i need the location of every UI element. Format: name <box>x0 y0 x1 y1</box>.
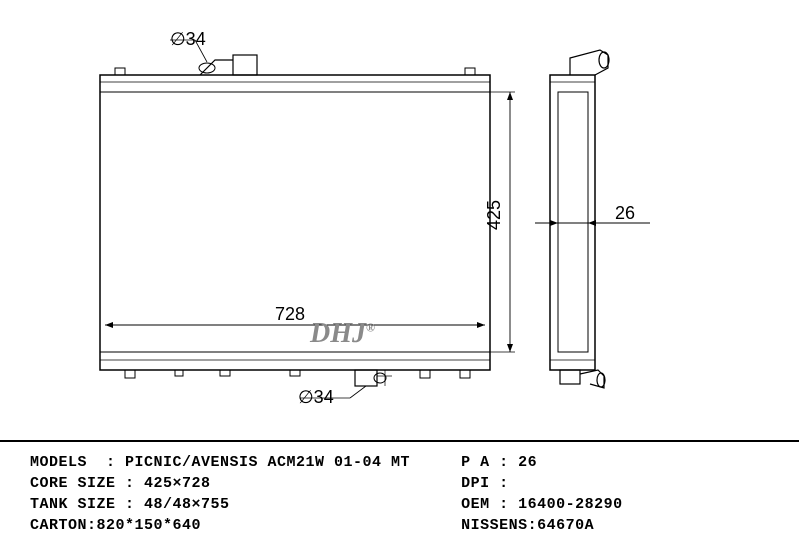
spec-tank-size: TANK SIZE : 48/48×755 <box>30 496 461 513</box>
top-dia-label: ∅34 <box>170 29 206 49</box>
top-tabs <box>115 68 475 75</box>
spec-nissens: NISSENS:64670A <box>461 517 769 534</box>
bottom-tabs <box>125 370 470 378</box>
dim-height: 425 <box>484 92 515 352</box>
watermark-reg: ® <box>366 321 375 335</box>
brand-watermark: DHJ® <box>310 318 375 350</box>
technical-drawing-area: 728 425 ∅34 ∅34 <box>0 0 799 440</box>
side-view: 26 <box>535 50 650 388</box>
spec-table: MODELS : PICNIC/AVENSIS ACM21W 01-04 MT … <box>0 440 799 546</box>
spec-col-right: P A : 26 DPI : OEM : 16400-28290 NISSENS… <box>461 454 769 534</box>
spec-models: MODELS : PICNIC/AVENSIS ACM21W 01-04 MT <box>30 454 461 471</box>
spec-col-left: MODELS : PICNIC/AVENSIS ACM21W 01-04 MT … <box>30 454 461 534</box>
dim-height-value: 425 <box>484 200 504 230</box>
spec-carton: CARTON:820*150*640 <box>30 517 461 534</box>
watermark-text: DHJ <box>310 318 366 349</box>
dim-depth: 26 <box>535 203 650 231</box>
front-view: 728 425 ∅34 ∅34 <box>100 29 515 407</box>
spec-pa: P A : 26 <box>461 454 769 471</box>
bottom-dia-label: ∅34 <box>298 387 334 407</box>
dim-width: 728 <box>105 304 485 328</box>
spec-oem: OEM : 16400-28290 <box>461 496 769 513</box>
spec-dpi: DPI : <box>461 475 769 492</box>
dim-depth-value: 26 <box>615 203 635 223</box>
spec-core-size: CORE SIZE : 425×728 <box>30 475 461 492</box>
dim-width-value: 728 <box>275 304 305 324</box>
drawing-svg: 728 425 ∅34 ∅34 <box>0 0 799 440</box>
